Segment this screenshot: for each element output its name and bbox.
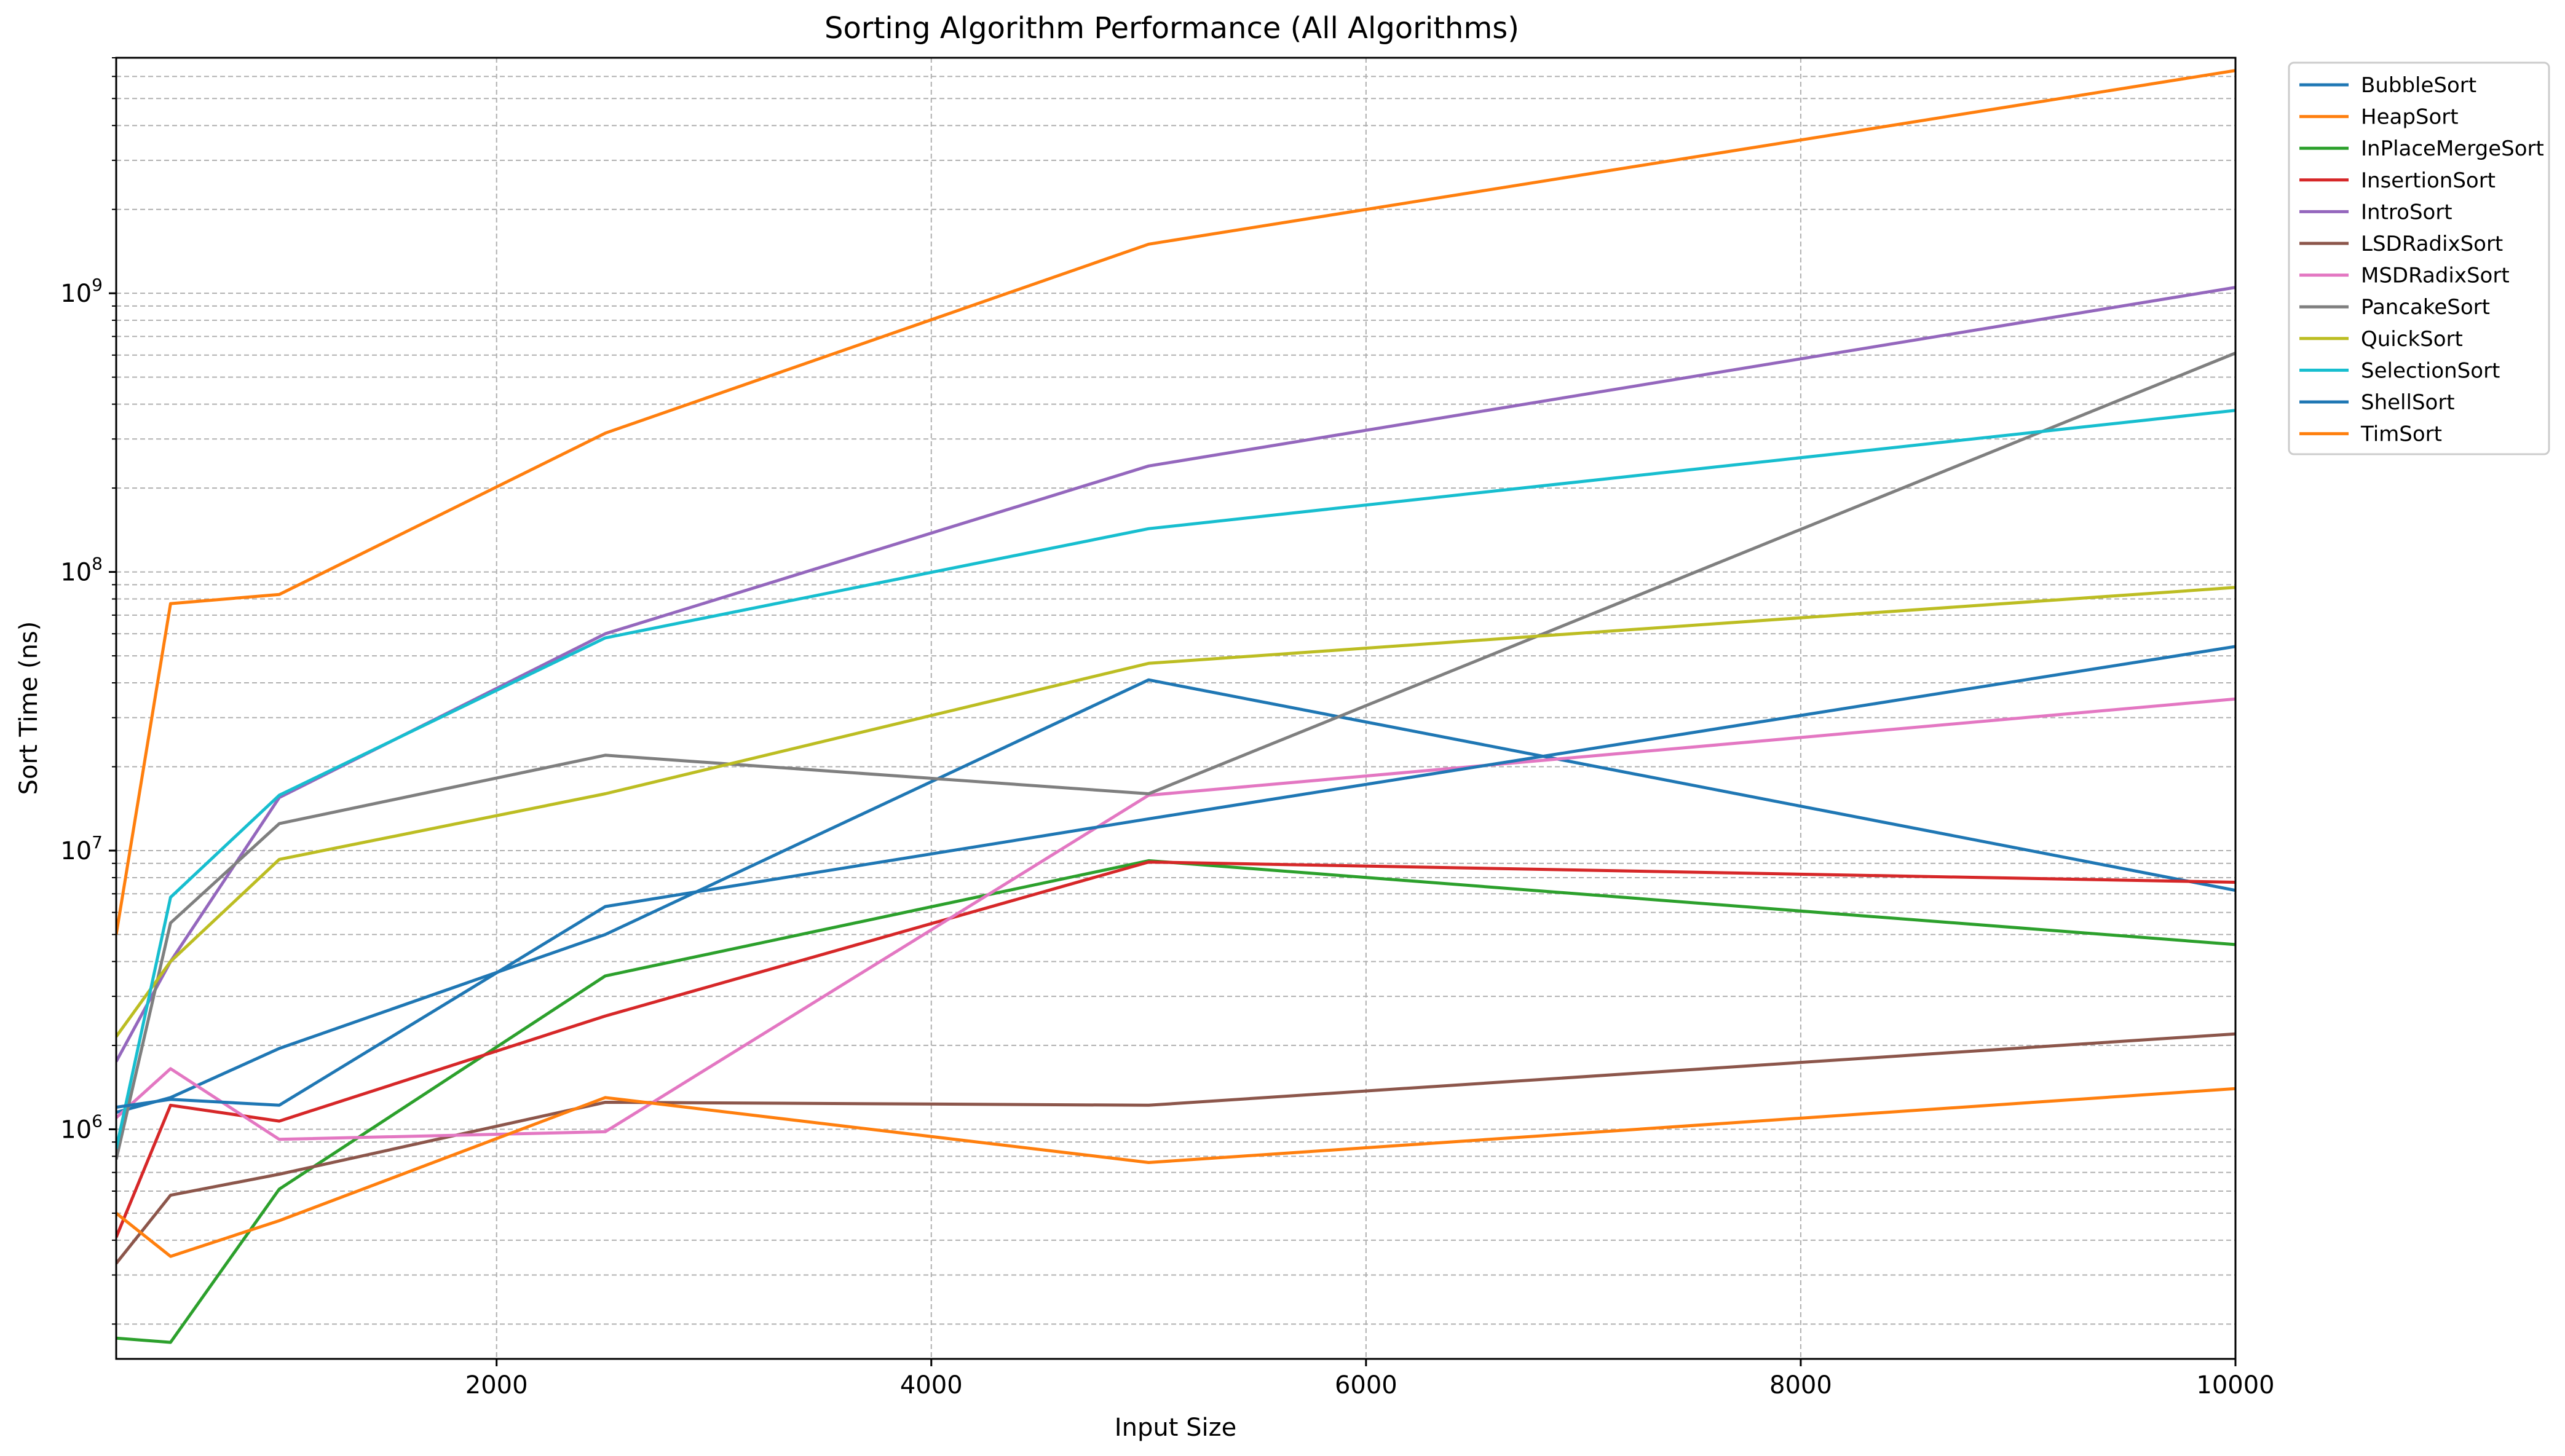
legend-label: TimSort xyxy=(2360,422,2442,447)
plot-frame xyxy=(115,57,2237,1360)
y-tick-label: 107 xyxy=(60,832,103,865)
legend-label: SelectionSort xyxy=(2361,358,2500,383)
y-axis-label: Sort Time (ns) xyxy=(15,621,43,795)
legend-label: HeapSort xyxy=(2361,105,2459,130)
series-line-shellsort xyxy=(116,645,2235,1109)
legend-box xyxy=(2288,61,2550,455)
legend: BubbleSort HeapSort InPlaceMergeSort Insert… xyxy=(2288,61,2550,455)
x-tick-label: 2000 xyxy=(465,1371,528,1399)
legend-label: BubbleSort xyxy=(2361,73,2476,98)
series-line-pancakesort xyxy=(116,352,2235,1160)
series-line-quicksort xyxy=(116,586,2235,1038)
y-tick-label: 109 xyxy=(60,275,103,308)
legend-label: IntroSort xyxy=(2361,200,2452,224)
legend-items: BubbleSort HeapSort InPlaceMergeSort Insert… xyxy=(2299,73,2544,447)
series-line-bubblesort xyxy=(116,678,2235,1114)
series-line-lsdradixsort xyxy=(116,1032,2235,1265)
legend-label: QuickSort xyxy=(2361,327,2463,352)
legend-label: PancakeSort xyxy=(2361,295,2490,320)
grid-layer xyxy=(116,57,2236,1359)
series-line-insertionsort xyxy=(116,860,2235,1238)
x-tick-label: 10000 xyxy=(2196,1371,2274,1399)
legend-label: InPlaceMergeSort xyxy=(2361,136,2544,161)
legend-label: MSDRadixSort xyxy=(2361,264,2510,288)
series-layer xyxy=(116,69,2235,1344)
x-axis-label: Input Size xyxy=(1115,1414,1236,1442)
series-line-selectionsort xyxy=(116,409,2235,1149)
x-tick-label: 6000 xyxy=(1335,1371,1397,1399)
legend-label: ShellSort xyxy=(2361,390,2455,415)
chart-title: Sorting Algorithm Performance (All Algor… xyxy=(824,11,1519,45)
legend-label: LSDRadixSort xyxy=(2361,232,2503,256)
series-line-timsort xyxy=(116,1087,2235,1258)
series-line-heapsort xyxy=(116,69,2235,935)
y-tick-label: 106 xyxy=(60,1111,103,1144)
legend-label: InsertionSort xyxy=(2361,168,2496,193)
series-line-inplacemergesort xyxy=(116,859,2235,1344)
series-line-msdradixsort xyxy=(116,697,2235,1141)
y-tick-label: 108 xyxy=(60,554,103,587)
x-tick-label: 4000 xyxy=(900,1371,963,1399)
series-line-introsort xyxy=(116,286,2235,1063)
tick-layer: 2000 4000 6000 8000 10000 106 107 108 109 xyxy=(60,57,2275,1399)
x-tick-label: 8000 xyxy=(1769,1371,1832,1399)
